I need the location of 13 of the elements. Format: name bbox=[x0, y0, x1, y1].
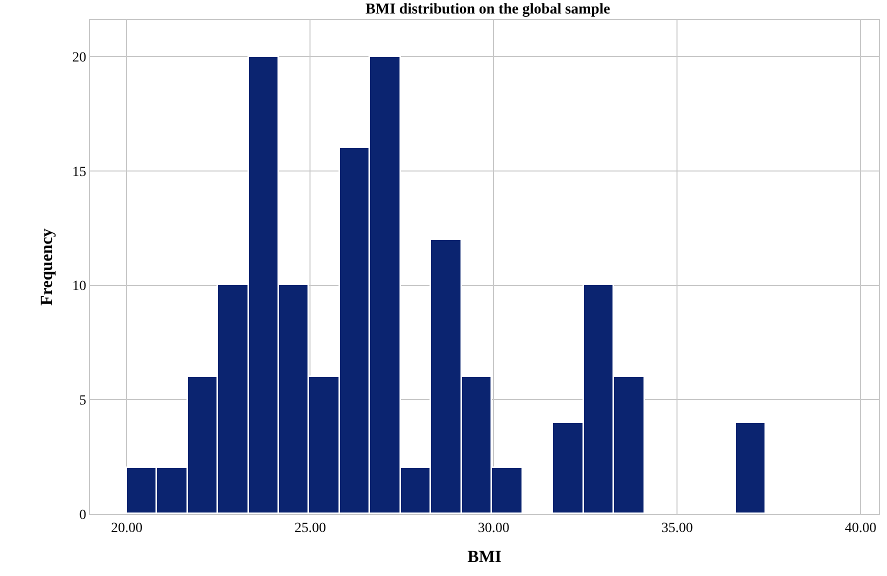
x-axis-title: BMI bbox=[468, 547, 502, 566]
x-tick-label: 25.00 bbox=[294, 520, 326, 536]
y-tick-label: 10 bbox=[72, 279, 86, 294]
x-tick-label: 30.00 bbox=[478, 520, 510, 536]
y-axis-title: Frequency bbox=[36, 228, 56, 306]
x-tick-label: 20.00 bbox=[110, 520, 142, 536]
y-tick-label: 15 bbox=[72, 164, 86, 180]
chart-title: BMI distribution on the global sample bbox=[366, 1, 610, 18]
x-tick-label: 35.00 bbox=[661, 520, 693, 536]
y-tick-label: 0 bbox=[79, 508, 86, 523]
y-tick-label: 5 bbox=[79, 394, 86, 409]
y-tick-label: 20 bbox=[72, 50, 86, 66]
x-tick-label: 40.00 bbox=[844, 520, 876, 536]
